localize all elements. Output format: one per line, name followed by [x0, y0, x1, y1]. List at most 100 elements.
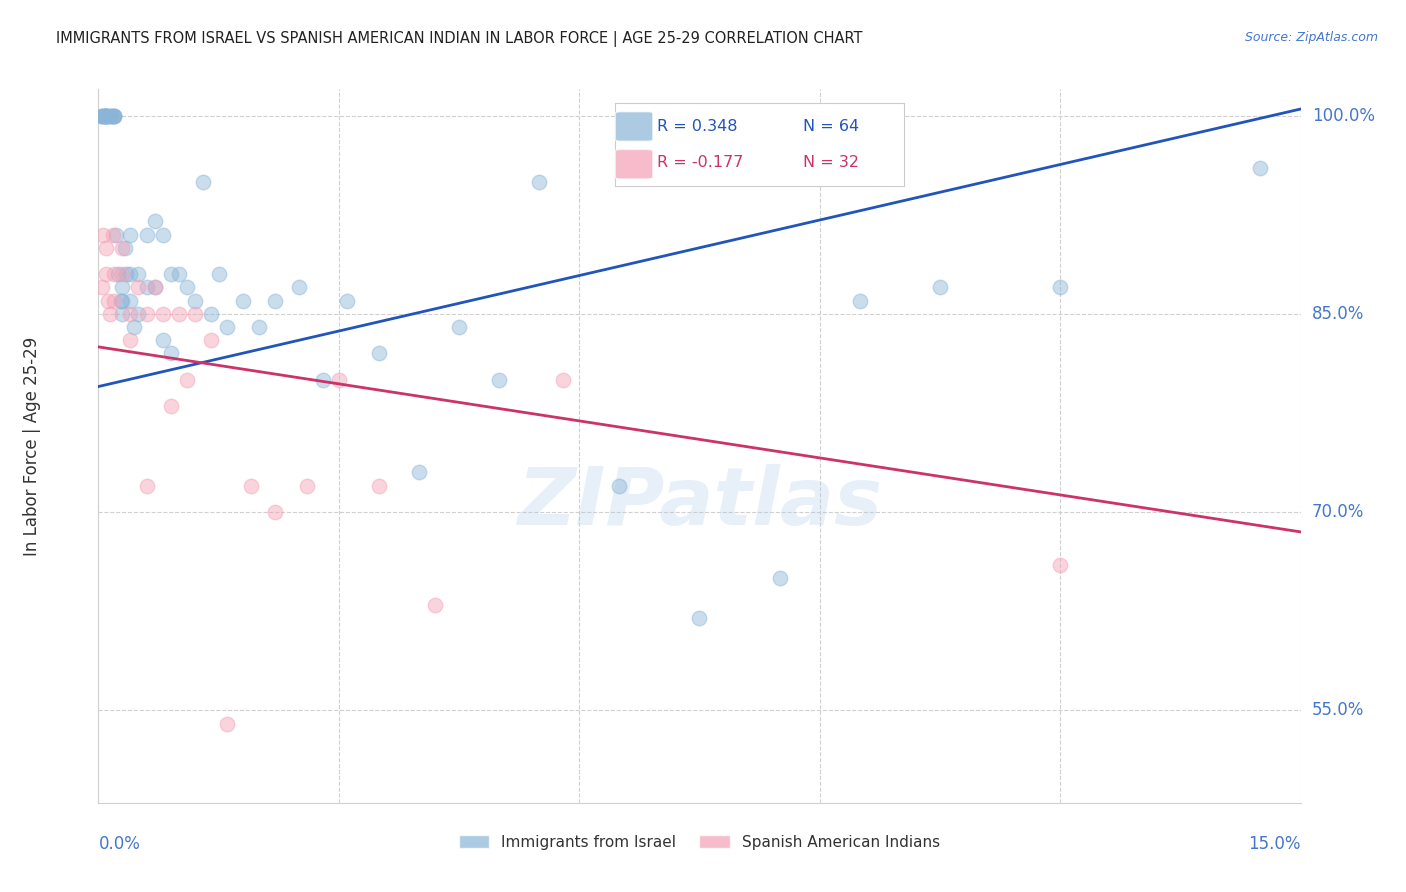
Point: [135, 227, 157, 242]
Point: [100, 109, 122, 123]
Point: [159, 267, 181, 281]
Point: [1049, 280, 1071, 294]
Point: [159, 346, 181, 360]
Point: [120, 227, 142, 242]
Point: [152, 333, 174, 347]
Point: [200, 307, 222, 321]
Point: [143, 280, 166, 294]
Point: [103, 109, 125, 123]
Point: [103, 109, 125, 123]
Point: [103, 293, 125, 308]
Point: [103, 267, 125, 281]
Point: [100, 109, 122, 123]
Point: [101, 109, 124, 123]
Point: [96, 241, 118, 255]
Point: [215, 716, 238, 731]
Point: [263, 293, 285, 308]
Point: [312, 373, 335, 387]
Point: [128, 280, 150, 294]
Point: [1049, 558, 1071, 572]
Point: [90, 280, 112, 294]
Point: [120, 333, 142, 347]
Point: [143, 280, 166, 294]
Point: [96, 267, 118, 281]
Point: [96, 109, 118, 123]
Point: [143, 214, 166, 228]
Point: [114, 241, 136, 255]
Point: [529, 175, 551, 189]
Point: [183, 293, 205, 308]
Point: [93, 109, 115, 123]
Point: [120, 293, 142, 308]
Point: [609, 478, 631, 492]
Point: [488, 373, 510, 387]
Point: [152, 307, 174, 321]
Point: [111, 293, 134, 308]
Point: [120, 267, 142, 281]
Point: [135, 280, 157, 294]
Point: [368, 478, 391, 492]
Point: [96, 109, 118, 123]
Point: [1250, 161, 1272, 176]
Text: 100.0%: 100.0%: [1312, 107, 1375, 125]
Point: [408, 466, 430, 480]
Point: [263, 505, 285, 519]
Point: [96, 109, 118, 123]
Point: [128, 307, 150, 321]
Point: [849, 293, 872, 308]
Point: [152, 227, 174, 242]
Text: 15.0%: 15.0%: [1249, 835, 1301, 853]
Point: [115, 267, 138, 281]
Point: [111, 280, 134, 294]
Point: [288, 280, 311, 294]
Text: ZIPatlas: ZIPatlas: [517, 464, 882, 542]
Point: [336, 293, 359, 308]
Text: 85.0%: 85.0%: [1312, 305, 1364, 323]
Text: In Labor Force | Age 25-29: In Labor Force | Age 25-29: [24, 336, 41, 556]
Point: [423, 598, 446, 612]
Point: [768, 571, 790, 585]
Point: [105, 227, 128, 242]
Point: [232, 293, 254, 308]
Point: [176, 373, 198, 387]
Point: [90, 109, 112, 123]
Point: [94, 109, 117, 123]
Point: [91, 109, 114, 123]
Point: [101, 227, 124, 242]
Point: [191, 175, 214, 189]
Point: [215, 320, 238, 334]
Point: [239, 478, 262, 492]
Text: 0.0%: 0.0%: [98, 835, 141, 853]
Point: [96, 109, 118, 123]
Text: 55.0%: 55.0%: [1312, 701, 1364, 719]
Point: [91, 109, 114, 123]
Point: [183, 307, 205, 321]
Point: [135, 478, 157, 492]
Point: [91, 227, 114, 242]
Point: [111, 267, 134, 281]
Point: [447, 320, 470, 334]
Point: [208, 267, 231, 281]
Text: Source: ZipAtlas.com: Source: ZipAtlas.com: [1244, 31, 1378, 45]
Point: [368, 346, 391, 360]
Point: [159, 400, 181, 414]
Point: [124, 320, 146, 334]
Point: [111, 241, 134, 255]
Point: [135, 307, 157, 321]
Point: [128, 267, 150, 281]
Text: 70.0%: 70.0%: [1312, 503, 1364, 521]
Point: [929, 280, 952, 294]
Point: [111, 307, 134, 321]
Point: [120, 307, 142, 321]
Point: [167, 267, 190, 281]
Point: [553, 373, 575, 387]
Point: [295, 478, 318, 492]
Point: [94, 109, 117, 123]
Text: IMMIGRANTS FROM ISRAEL VS SPANISH AMERICAN INDIAN IN LABOR FORCE | AGE 25-29 COR: IMMIGRANTS FROM ISRAEL VS SPANISH AMERIC…: [56, 31, 863, 47]
Point: [200, 333, 222, 347]
Point: [103, 109, 125, 123]
Legend: Immigrants from Israel, Spanish American Indians: Immigrants from Israel, Spanish American…: [453, 829, 946, 855]
Point: [167, 307, 190, 321]
Point: [107, 267, 129, 281]
Point: [100, 307, 122, 321]
